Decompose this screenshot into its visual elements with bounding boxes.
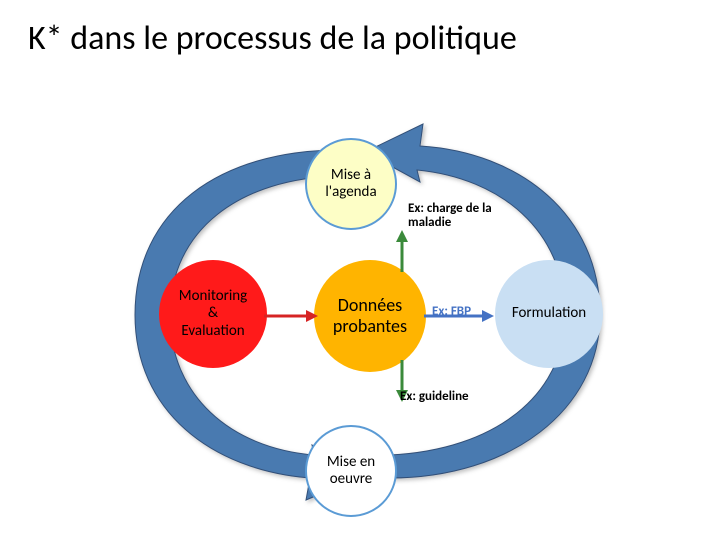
node-implementation-label: Mise enoeuvre	[323, 450, 379, 493]
node-monitoring: Monitoring&Evaluation	[159, 260, 267, 368]
page-title: K* dans le processus de la politique	[28, 18, 517, 59]
annotation-guideline-text: Ex: guideline	[400, 389, 469, 404]
annotation-guideline: Ex: guideline	[400, 390, 469, 404]
arrow-evidence-to-agenda	[392, 230, 412, 274]
annotation-fbp-text: Ex: FBP	[432, 304, 471, 319]
node-evidence: Donnéesprobantes	[314, 260, 426, 372]
annotation-burden: Ex: charge de lamaladie	[408, 202, 492, 231]
annotation-fbp: Ex: FBP	[432, 305, 471, 319]
node-formulation: Formulation	[495, 260, 603, 368]
node-agenda: Mise àl'agenda	[305, 138, 397, 230]
policy-cycle-diagram: Mise àl'agenda Monitoring&Evaluation Don…	[0, 90, 720, 530]
annotation-burden-text: Ex: charge de lamaladie	[408, 201, 492, 230]
node-formulation-label: Formulation	[508, 301, 590, 326]
node-evidence-label: Donnéesprobantes	[329, 291, 411, 340]
node-monitoring-label: Monitoring&Evaluation	[175, 284, 251, 344]
arrow-monitoring-to-evidence	[262, 306, 322, 326]
node-implementation: Mise enoeuvre	[305, 425, 397, 517]
node-agenda-label: Mise àl'agenda	[321, 163, 380, 206]
